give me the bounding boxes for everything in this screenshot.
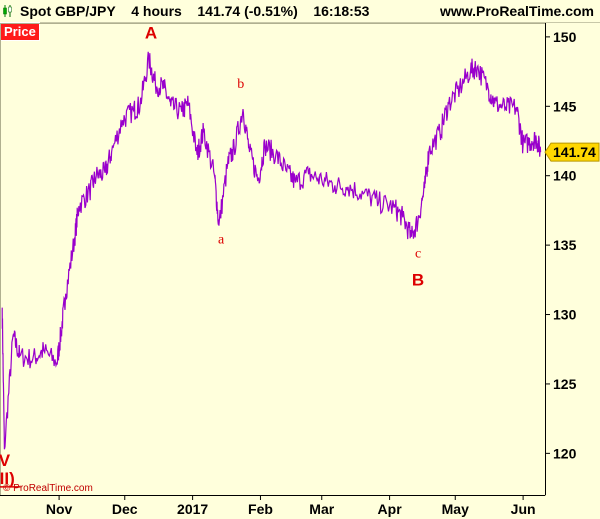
y-tick-label: 140	[553, 168, 577, 184]
y-tick-label: 120	[553, 445, 577, 461]
wave-label: V	[0, 451, 11, 470]
x-tick-label: Apr	[378, 501, 403, 517]
plot-area	[0, 23, 546, 496]
x-tick-label: Dec	[112, 501, 138, 517]
x-tick-label: 2017	[177, 501, 208, 517]
x-tick-label: Nov	[46, 501, 73, 517]
wave-label: (II)	[0, 469, 15, 488]
site-label: www.ProRealTime.com	[439, 3, 594, 19]
y-tick-label: 135	[553, 237, 577, 253]
wave-label: A	[145, 23, 157, 42]
candlestick-icon	[3, 5, 12, 17]
last-change-label: 141.74 (-0.51%)	[197, 3, 298, 19]
chart-header: Spot GBP/JPY 4 hours 141.74 (-0.51%) 16:…	[0, 0, 600, 23]
last-price-tag	[544, 142, 600, 162]
x-tick-label: Feb	[248, 501, 273, 517]
x-tick-label: Jun	[511, 501, 536, 517]
symbol-label: Spot GBP/JPY	[20, 3, 116, 19]
x-tick-label: Mar	[309, 501, 334, 517]
y-tick-label: 145	[553, 98, 577, 114]
last-price-value: 141.74	[553, 144, 596, 160]
y-tick-label: 125	[553, 376, 577, 392]
wave-label: a	[218, 233, 225, 248]
timeframe-label: 4 hours	[131, 3, 182, 19]
y-tick-label: 150	[553, 29, 577, 45]
wave-label: c	[415, 247, 421, 262]
price-line	[1, 51, 542, 450]
time-label: 16:18:53	[313, 3, 370, 19]
wave-label: B	[412, 270, 424, 289]
x-tick-label: May	[442, 501, 469, 517]
copyright-label: © ProRealTime.com	[3, 483, 93, 494]
chart-title: Spot GBP/JPY 4 hours 141.74 (-0.51%) 16:…	[20, 3, 369, 19]
y-tick-label: 130	[553, 307, 577, 323]
price-panel-label[interactable]: Price	[0, 22, 40, 41]
wave-label: b	[237, 77, 244, 92]
